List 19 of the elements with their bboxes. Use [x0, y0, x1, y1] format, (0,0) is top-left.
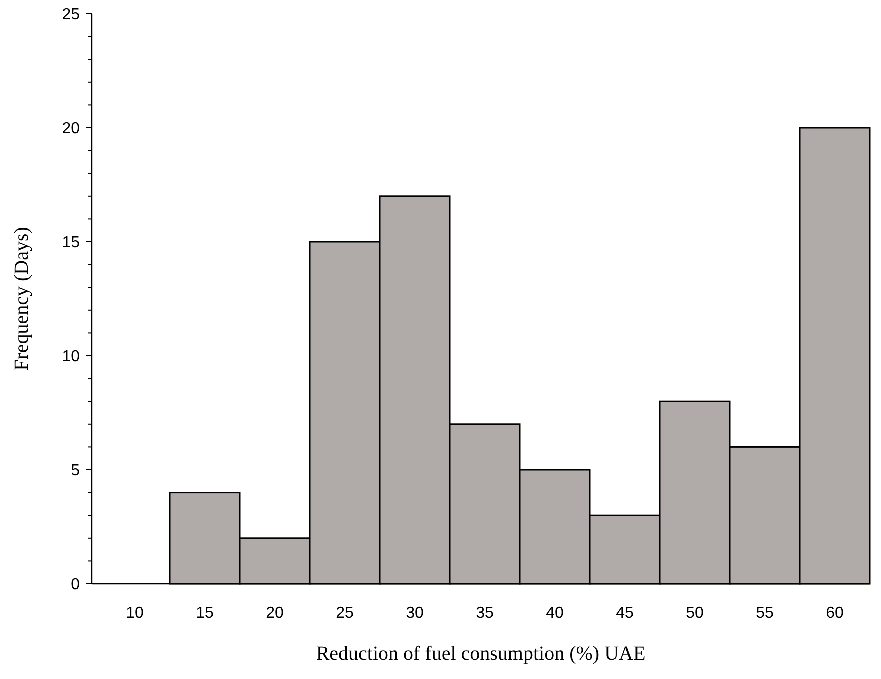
- y-axis-title: Frequency (Days): [11, 227, 33, 371]
- y-tick-label: 5: [71, 462, 80, 480]
- y-tick-label: 25: [62, 6, 80, 24]
- x-tick-label: 35: [476, 605, 494, 622]
- x-tick-label: 40: [546, 605, 564, 622]
- x-tick-label: 50: [686, 605, 704, 622]
- y-tick-label: 10: [62, 348, 80, 366]
- x-tick-label: 30: [406, 605, 424, 622]
- y-tick-label: 20: [62, 120, 80, 138]
- x-tick-label: 45: [616, 605, 634, 622]
- x-tick-label: 55: [756, 605, 774, 622]
- y-tick-label: 0: [71, 576, 80, 594]
- x-tick-label: 25: [336, 605, 354, 622]
- x-tick-label: 60: [826, 605, 844, 622]
- x-tick-label: 10: [126, 605, 144, 622]
- x-axis-title: Reduction of fuel consumption (%) UAE: [316, 643, 646, 665]
- y-tick-label: 15: [62, 234, 80, 252]
- x-tick-label: 15: [196, 605, 214, 622]
- x-tick-label: 20: [266, 605, 284, 622]
